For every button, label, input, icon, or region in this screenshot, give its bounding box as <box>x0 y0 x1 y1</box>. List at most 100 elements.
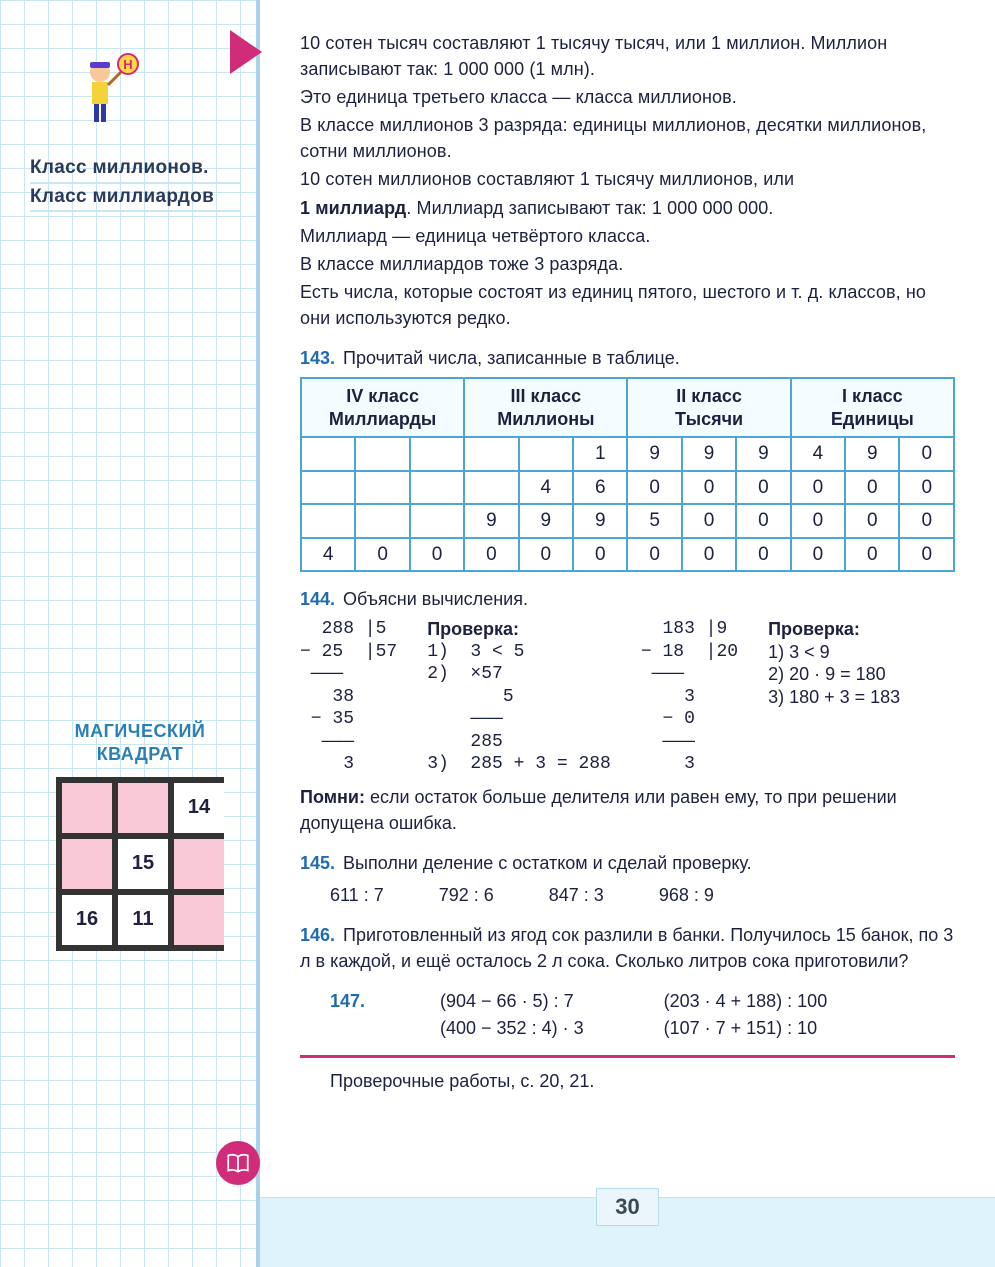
table-cell: 0 <box>682 471 736 505</box>
eq-col-right: (203 · 4 + 188) : 100(107 · 7 + 151) : 1… <box>664 988 828 1040</box>
ex-title: Прочитай числа, записанные в таблице. <box>343 348 680 368</box>
table-cell: 4 <box>519 471 573 505</box>
magic-cell <box>118 783 168 833</box>
eq-col-left: (904 − 66 · 5) : 7(400 − 352 : 4) · 3 <box>440 988 584 1040</box>
table-cell: 0 <box>410 538 464 572</box>
exercise-147: 147. (904 − 66 · 5) : 7(400 − 352 : 4) ·… <box>300 988 955 1040</box>
eq: (904 − 66 · 5) : 7 <box>440 988 584 1014</box>
book-icon <box>216 1141 260 1185</box>
table-cell <box>355 471 409 505</box>
check-line: 3) 180 + 3 = 183 <box>768 686 900 709</box>
side-title: Класс миллионов. Класс миллиардов <box>30 155 240 212</box>
check-title: Проверка: <box>427 619 519 639</box>
table-cell: 0 <box>899 471 954 505</box>
student-illustration: Н <box>70 50 140 140</box>
table-cell: 0 <box>627 471 681 505</box>
sidebar-grid: Н Класс миллионов. Класс миллиардов МАГИ… <box>0 0 260 1267</box>
check-right: 1) 3 < 92) 20 · 9 = 1803) 180 + 3 = 183 <box>768 641 900 709</box>
table-cell: 0 <box>899 504 954 538</box>
table-cell: 1 <box>573 437 627 471</box>
table-cell <box>410 504 464 538</box>
table-cell: 5 <box>627 504 681 538</box>
eq: (400 − 352 : 4) · 3 <box>440 1015 584 1041</box>
ex-title: Объясни вычисления. <box>343 589 528 609</box>
magic-cell: 15 <box>118 839 168 889</box>
table-cell: 9 <box>573 504 627 538</box>
table-cell: 0 <box>519 538 573 572</box>
table-cell: 0 <box>845 504 899 538</box>
table-cell: 0 <box>845 471 899 505</box>
exercise-144: 144. Объясни вычисления. 288 |5 − 25 |57 … <box>300 586 955 836</box>
table-cell: 4 <box>301 538 355 572</box>
ex-num: 145. <box>300 853 335 873</box>
intro-line: 10 сотен тысяч составляют 1 тысячу тысяч… <box>300 30 955 82</box>
table-cell: 0 <box>736 471 790 505</box>
calc-left: 288 |5 − 25 |57 ——— 38 − 35 ——— 3 <box>300 618 397 776</box>
intro-line: 1 миллиард. Миллиард записывают так: 1 0… <box>300 195 955 221</box>
calc-right: 183 |9 − 18 |20 ——— 3 − 0 ——— 3 <box>641 618 738 776</box>
note: Помни: если остаток больше делителя или … <box>300 784 955 836</box>
magic-square: МАГИЧЕСКИЙ КВАДРАТ 14151611 <box>40 720 240 951</box>
exercise-146: 146.Приготовленный из ягод сок разлили в… <box>300 922 955 974</box>
table-cell <box>301 471 355 505</box>
table-cell: 0 <box>355 538 409 572</box>
div-item: 792 : 6 <box>439 882 494 908</box>
table-cell: 9 <box>736 437 790 471</box>
table-cell: 0 <box>899 538 954 572</box>
table-cell <box>301 504 355 538</box>
table-cell <box>410 471 464 505</box>
table-cell <box>355 437 409 471</box>
eq: (203 · 4 + 188) : 100 <box>664 988 828 1014</box>
ex-text: Приготовленный из ягод сок разлили в бан… <box>300 925 953 971</box>
ex-num: 144. <box>300 589 335 609</box>
table-cell: 0 <box>845 538 899 572</box>
table-cell <box>410 437 464 471</box>
side-title-2: Класс миллиардов <box>30 184 240 213</box>
ex-num: 143. <box>300 348 335 368</box>
magic-cell: 11 <box>118 895 168 945</box>
table-cell: 9 <box>627 437 681 471</box>
check-line: 2) 20 · 9 = 180 <box>768 663 900 686</box>
table-cell: 0 <box>791 471 845 505</box>
table-cell <box>519 437 573 471</box>
table-cell <box>355 504 409 538</box>
table-cell: 0 <box>682 538 736 572</box>
table-cell: 0 <box>736 538 790 572</box>
table-cell: 0 <box>791 504 845 538</box>
table-cell: 6 <box>573 471 627 505</box>
exercise-145: 145. Выполни деление с остатком и сделай … <box>300 850 955 908</box>
ex-title: Выполни деление с остатком и сделай пров… <box>343 853 752 873</box>
number-class-table: IV классМиллиардыIII классМиллионыII кла… <box>300 377 955 572</box>
magic-cell: 16 <box>62 895 112 945</box>
table-cell: 9 <box>845 437 899 471</box>
table-cell: 9 <box>519 504 573 538</box>
eq: (107 · 7 + 151) : 10 <box>664 1015 828 1041</box>
div-item: 611 : 7 <box>330 882 384 908</box>
intro-line: Миллиард — единица четвёртого класса. <box>300 223 955 249</box>
main-content: 10 сотен тысяч составляют 1 тысячу тысяч… <box>260 0 995 1267</box>
footer-ref: Проверочные работы, с. 20, 21. <box>300 1068 955 1094</box>
magic-cell <box>174 895 224 945</box>
table-cell: 0 <box>682 504 736 538</box>
intro-line: Это единица третьего класса — класса мил… <box>300 84 955 110</box>
intro-line: В классе миллионов 3 разряда: единицы ми… <box>300 112 955 164</box>
div-item: 968 : 9 <box>659 882 714 908</box>
divider <box>300 1055 955 1058</box>
div-item: 847 : 3 <box>549 882 604 908</box>
check-line: 1) 3 < 9 <box>768 641 900 664</box>
intro-line: В классе миллиардов тоже 3 разряда. <box>300 251 955 277</box>
table-cell: 9 <box>682 437 736 471</box>
ex-num: 146. <box>300 925 335 945</box>
table-cell: 0 <box>791 538 845 572</box>
check-title: Проверка: <box>768 619 860 639</box>
table-cell <box>464 471 518 505</box>
intro-text: 10 сотен тысяч составляют 1 тысячу тысяч… <box>300 30 955 331</box>
table-cell: 0 <box>573 538 627 572</box>
exercise-143: 143. Прочитай числа, записанные в таблице… <box>300 345 955 572</box>
table-cell <box>301 437 355 471</box>
intro-line: Есть числа, которые состоят из единиц пя… <box>300 279 955 331</box>
side-title-1: Класс миллионов. <box>30 155 240 184</box>
table-cell: 0 <box>736 504 790 538</box>
pointer-arrow-icon <box>230 30 262 74</box>
magic-cell <box>62 839 112 889</box>
